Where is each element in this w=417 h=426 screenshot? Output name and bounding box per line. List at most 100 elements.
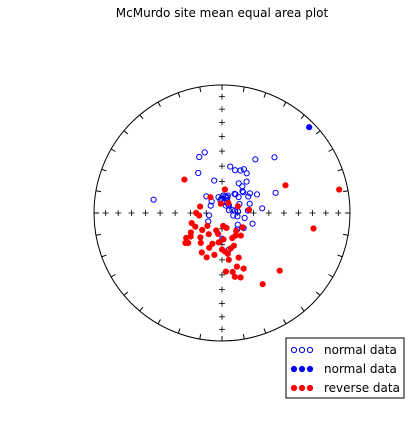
data-point <box>217 200 224 207</box>
azimuth-tick <box>315 130 321 135</box>
data-point <box>188 220 195 227</box>
data-point <box>306 124 313 131</box>
data-point <box>206 244 213 251</box>
data-point <box>181 176 188 183</box>
azimuth-tick <box>95 190 101 193</box>
data-point <box>193 209 200 217</box>
legend: normal data normal data reverse data <box>285 337 405 399</box>
data-point <box>241 214 248 222</box>
data-point <box>225 256 232 263</box>
data-point <box>199 226 206 234</box>
data-point <box>282 182 289 189</box>
data-point <box>218 246 226 253</box>
legend-box <box>285 337 405 399</box>
data-point <box>245 193 252 200</box>
data-point <box>227 245 234 252</box>
data-point <box>196 153 203 161</box>
data-point <box>213 227 220 234</box>
data-point <box>197 239 204 246</box>
azimuth-tick <box>328 274 334 278</box>
chart-title: McMurdo site mean equal area plot <box>116 6 329 20</box>
data-point <box>220 236 227 243</box>
azimuth-tick <box>157 319 161 325</box>
data-point <box>229 206 236 213</box>
data-point <box>197 234 204 241</box>
legend-marker <box>290 384 298 392</box>
azimuth-tick <box>283 319 287 325</box>
data-point <box>150 196 157 203</box>
data-point <box>207 194 214 201</box>
legend-entry: reverse data <box>290 381 400 395</box>
data-point <box>201 149 208 156</box>
azimuth-tick <box>337 254 343 258</box>
legend-entries: normal data normal data reverse data <box>290 343 400 395</box>
azimuth-tick <box>242 86 245 92</box>
data-point <box>230 212 237 219</box>
azimuth-tick <box>157 101 161 107</box>
data-point <box>182 239 189 246</box>
legend-marker <box>290 365 298 373</box>
data-point <box>215 194 222 201</box>
azimuth-tick <box>242 334 245 340</box>
data-point <box>207 202 214 209</box>
data-point <box>234 203 241 210</box>
data-point <box>229 268 236 275</box>
azimuth-tick <box>139 306 144 312</box>
data-point <box>223 224 230 231</box>
data-point <box>240 189 247 196</box>
azimuth-tick <box>110 148 116 152</box>
azimuth-tick <box>110 274 116 278</box>
azimuth-tick <box>343 233 349 236</box>
legend-label: normal data <box>324 362 397 376</box>
data-point <box>225 199 232 206</box>
data-point <box>259 205 266 212</box>
legend-marker <box>306 384 314 392</box>
azimuth-tick <box>263 328 267 334</box>
azimuth-tick <box>263 92 267 98</box>
data-point <box>233 263 240 270</box>
data-point <box>211 177 218 184</box>
data-point <box>232 167 239 174</box>
data-point <box>192 223 199 230</box>
data-point <box>211 251 218 258</box>
data-point <box>246 200 253 207</box>
azimuth-tick <box>337 168 343 172</box>
data-point <box>224 250 231 257</box>
data-point <box>233 227 240 234</box>
data-point <box>183 234 190 241</box>
data-point <box>239 224 246 231</box>
legend-marker <box>298 384 306 392</box>
data-point <box>276 267 283 274</box>
data-point <box>204 222 211 229</box>
data-point <box>237 167 244 174</box>
azimuth-tick <box>95 233 101 236</box>
legend-label: reverse data <box>324 381 400 395</box>
azimuth-tick <box>177 92 181 98</box>
data-point <box>235 254 242 261</box>
data-point <box>246 206 253 213</box>
data-point <box>336 186 343 193</box>
data-point <box>225 207 233 214</box>
legend-entry: normal data <box>290 362 397 376</box>
azimuth-tick <box>139 114 144 120</box>
azimuth-tick <box>343 190 349 193</box>
data-point <box>252 156 259 163</box>
legend-label: normal data <box>324 343 397 357</box>
azimuth-tick <box>123 291 129 296</box>
azimuth-tick <box>123 130 129 135</box>
data-points <box>150 124 343 288</box>
data-point <box>253 191 261 198</box>
azimuth-tick <box>199 86 202 92</box>
data-point <box>271 154 278 161</box>
data-point <box>195 169 202 177</box>
azimuth-tick <box>300 114 305 120</box>
data-point <box>209 240 216 247</box>
data-point <box>232 191 239 198</box>
azimuth-tick <box>315 291 321 296</box>
data-point <box>240 166 247 173</box>
legend-marker <box>290 346 298 354</box>
data-point <box>205 231 212 238</box>
data-point <box>221 186 228 193</box>
legend-entry: normal data <box>290 343 397 357</box>
